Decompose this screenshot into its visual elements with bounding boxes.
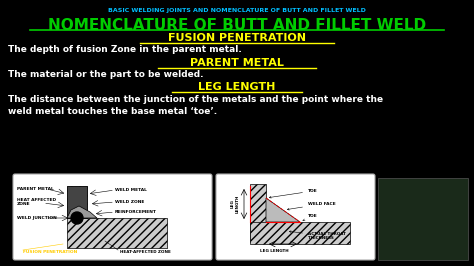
Text: WELD ZONE: WELD ZONE bbox=[115, 200, 145, 204]
Text: The distance between the junction of the metals and the point where the
weld met: The distance between the junction of the… bbox=[8, 95, 383, 116]
Circle shape bbox=[71, 212, 83, 224]
Text: LEG LENGTH: LEG LENGTH bbox=[198, 82, 276, 92]
Text: LEG
LENGTH: LEG LENGTH bbox=[231, 195, 239, 213]
Text: NOMENCLATURE OF BUTT AND FILLET WELD: NOMENCLATURE OF BUTT AND FILLET WELD bbox=[48, 18, 426, 33]
Text: ACTUAL THROAT
THICKNESS: ACTUAL THROAT THICKNESS bbox=[289, 231, 346, 240]
Text: TOE: TOE bbox=[269, 189, 318, 198]
Text: The depth of fusion Zone in the parent metal.: The depth of fusion Zone in the parent m… bbox=[8, 45, 242, 54]
Polygon shape bbox=[67, 186, 87, 218]
Text: WELD FACE: WELD FACE bbox=[287, 202, 336, 210]
Bar bbox=[67, 218, 167, 248]
Text: BASIC WELDING JOINTS AND NOMENCLATURE OF BUTT AND FILLET WELD: BASIC WELDING JOINTS AND NOMENCLATURE OF… bbox=[108, 8, 366, 13]
Text: FUSION PENETRATION: FUSION PENETRATION bbox=[168, 33, 306, 43]
Text: FUSION PENETRATION: FUSION PENETRATION bbox=[23, 250, 77, 254]
Text: TOE: TOE bbox=[303, 214, 318, 221]
Polygon shape bbox=[67, 206, 97, 218]
Text: The material or the part to be welded.: The material or the part to be welded. bbox=[8, 70, 203, 79]
Text: PARENT METAL: PARENT METAL bbox=[190, 58, 284, 68]
Text: HEAT-AFFECTED ZONE: HEAT-AFFECTED ZONE bbox=[120, 250, 171, 254]
Polygon shape bbox=[266, 198, 300, 222]
Text: WELD METAL: WELD METAL bbox=[115, 188, 147, 192]
Bar bbox=[67, 186, 87, 218]
Text: PARENT METAL: PARENT METAL bbox=[17, 187, 54, 191]
FancyBboxPatch shape bbox=[216, 174, 375, 260]
Text: HEAT AFFECTED
ZONE: HEAT AFFECTED ZONE bbox=[17, 198, 56, 206]
Bar bbox=[250, 184, 266, 242]
Bar bbox=[378, 178, 468, 260]
Text: WELD JUNCTION: WELD JUNCTION bbox=[17, 216, 57, 220]
Bar bbox=[250, 222, 350, 244]
Text: LEG LENGTH: LEG LENGTH bbox=[260, 249, 289, 253]
FancyBboxPatch shape bbox=[13, 174, 212, 260]
Text: REINFORCEMENT: REINFORCEMENT bbox=[115, 210, 157, 214]
